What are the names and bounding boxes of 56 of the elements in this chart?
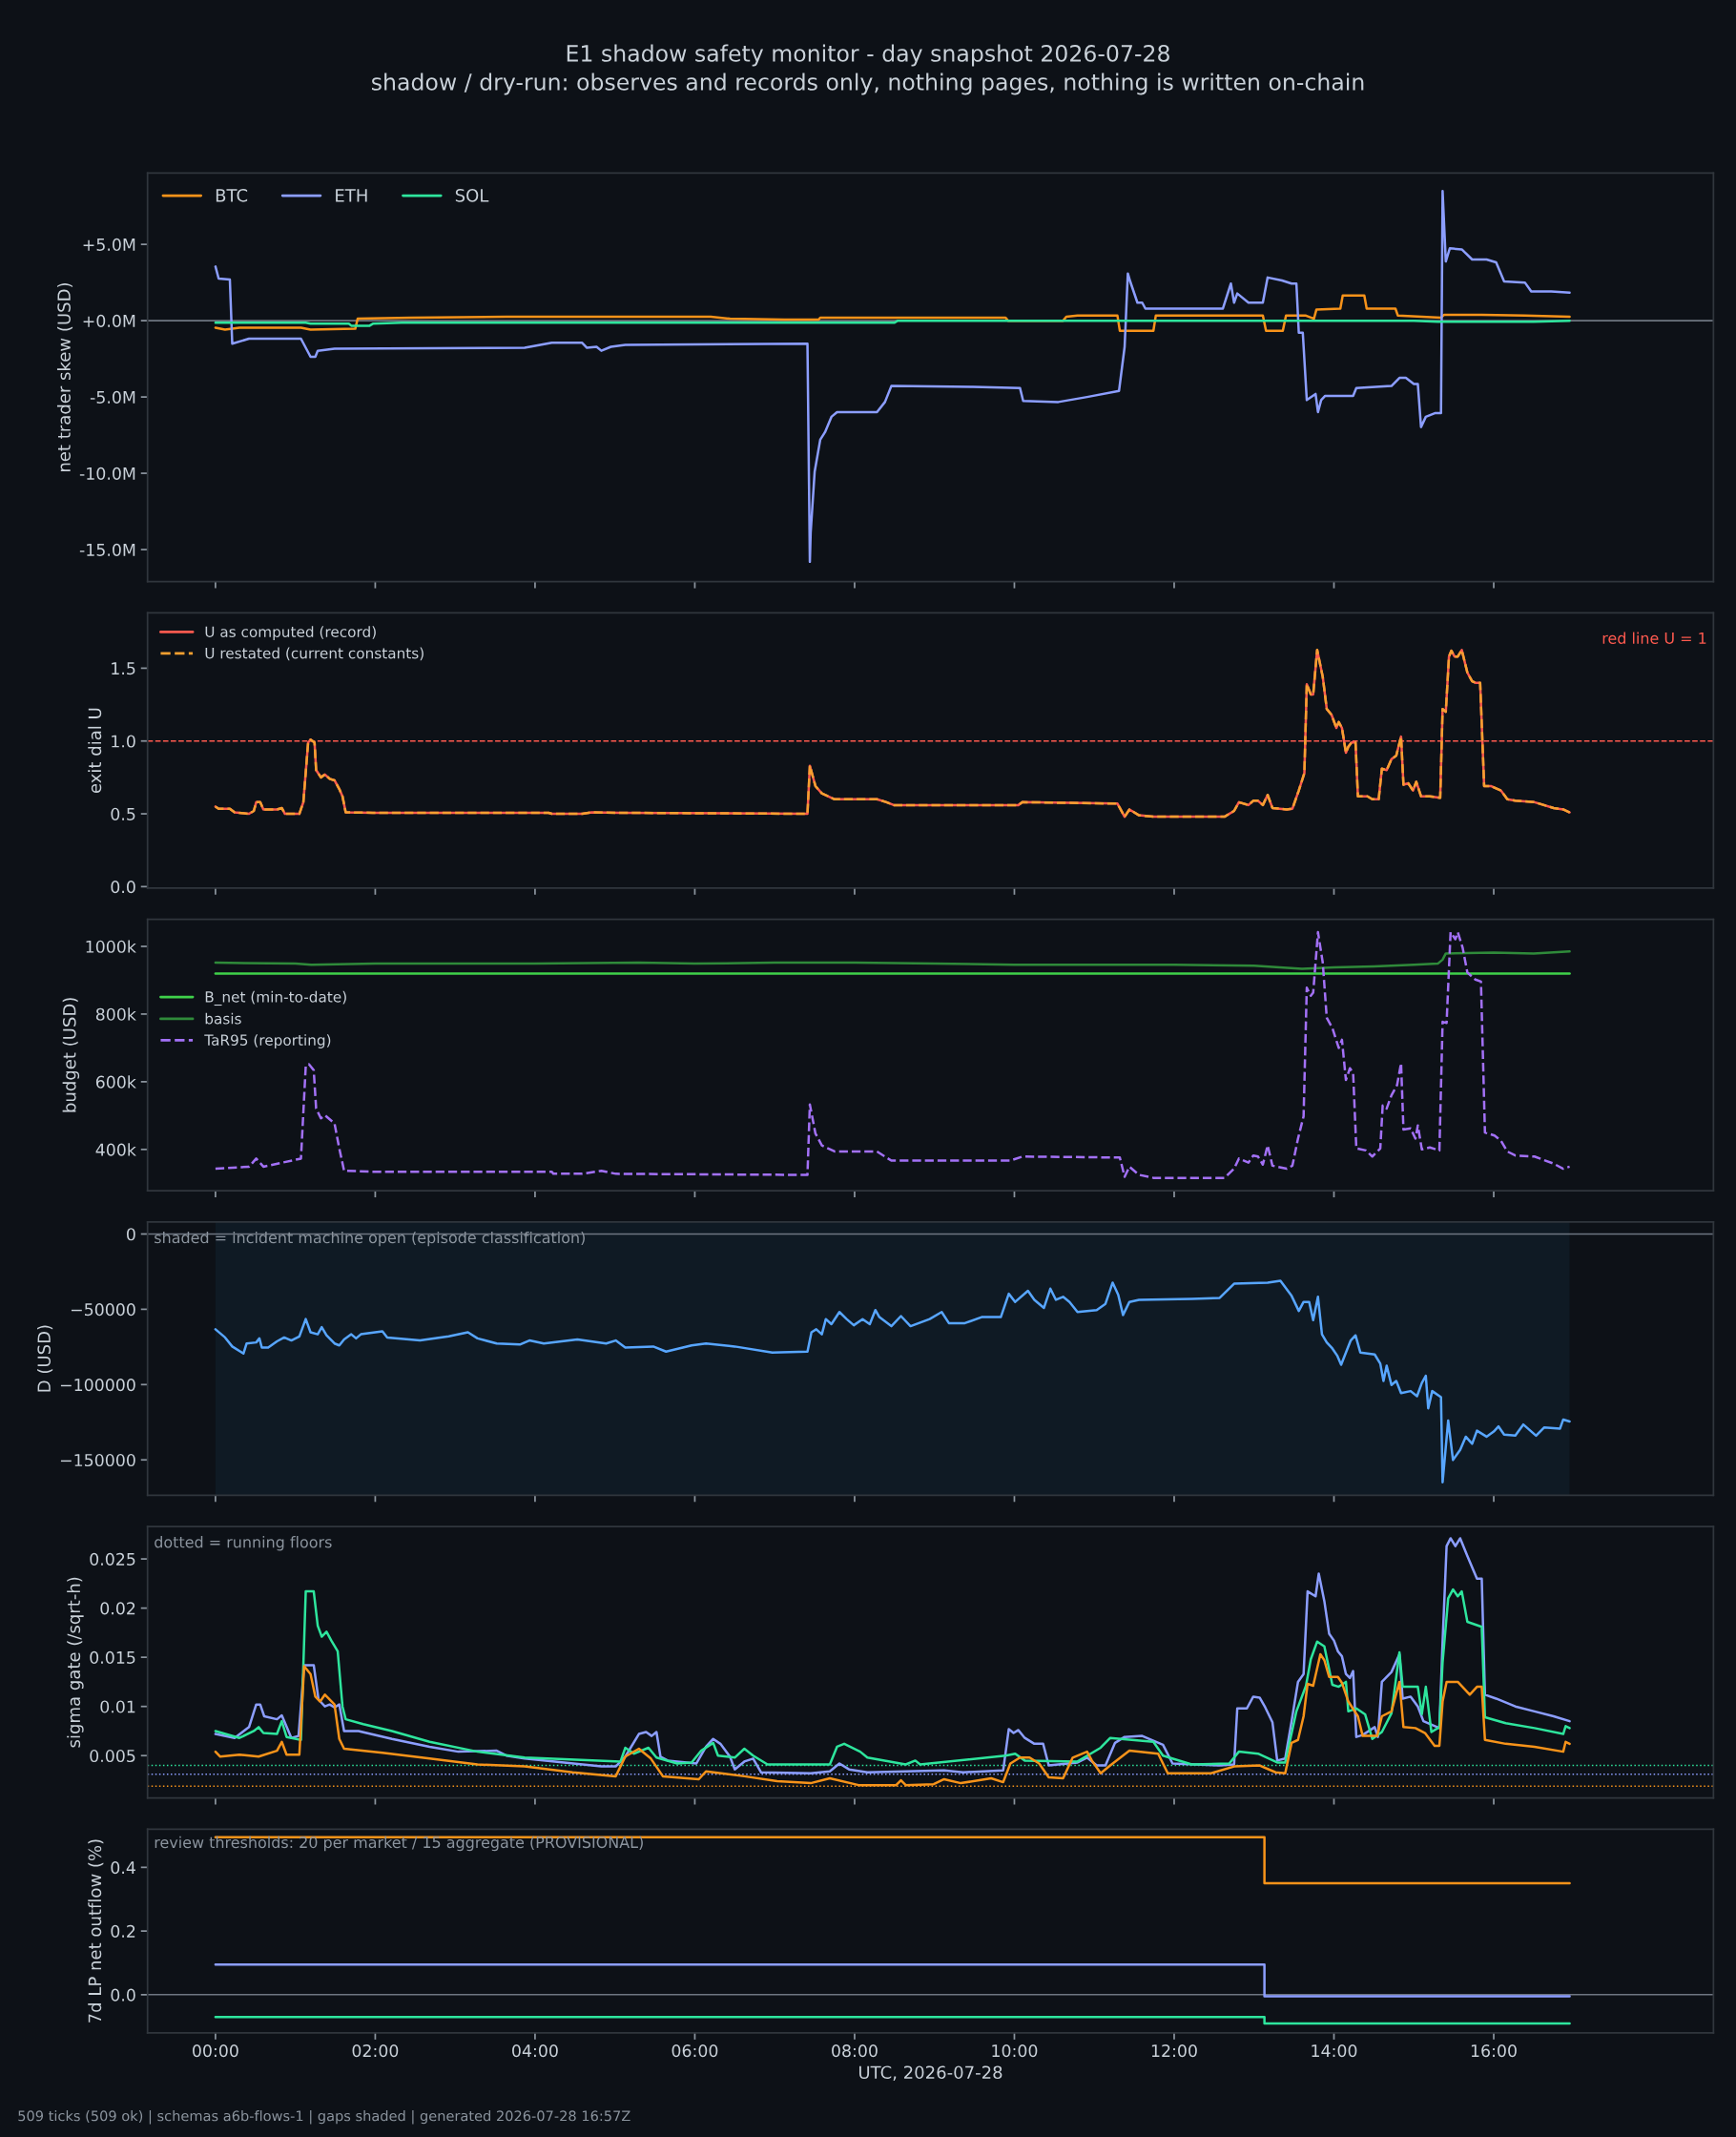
y-axis-title: D (USD) [37, 1325, 53, 1392]
y-axis-title: net trader skew (USD) [56, 283, 73, 471]
y-tick-label: 400k [95, 1143, 136, 1156]
legend-label: TaR95 (reporting) [204, 1034, 331, 1048]
text: 509 ticks (509 ok) | schemas a6b-flows-1 | gaps shaded | generated 2026-07-28 16:57Z [18, 2109, 630, 2125]
x-tick-label: 10:00 [992, 2044, 1038, 2058]
y-tick-label: 1.5 [112, 662, 135, 675]
y-tick-label: 0.005 [90, 1749, 135, 1763]
legend-label: U restated (current constants) [205, 647, 424, 661]
legend-label: ETH [336, 189, 367, 202]
y-axis-title: exit dial U [88, 708, 102, 794]
annotation: dotted = running floors [155, 1536, 332, 1551]
y-tick-label: 0.02 [100, 1602, 135, 1615]
y-axis-title: 7d LP net outflow (%) [88, 1839, 104, 2023]
y-tick-label: 0 [126, 1228, 135, 1241]
y-tick-label: -10.0M [79, 467, 135, 480]
y-tick-label: 800k [95, 1007, 136, 1021]
chart-title: E1 shadow safety monitor - day snapshot 2026-07-28 [567, 44, 1169, 67]
y-tick-label: 0.0 [111, 881, 135, 894]
y-tick-label: −50000 [71, 1303, 135, 1317]
y-tick-label: +5.0M [83, 238, 135, 251]
x-tick-label: 04:00 [512, 2044, 558, 2058]
y-tick-label: 0.4 [111, 1861, 135, 1875]
x-axis-title: UTC, 2026-07-28 [858, 2065, 1002, 2081]
x-tick-label: 14:00 [1312, 2044, 1357, 2058]
y-axis-title: sigma gate (/sqrt-h) [67, 1577, 84, 1748]
x-tick-label: 02:00 [352, 2044, 399, 2058]
x-tick-label: 06:00 [672, 2044, 718, 2058]
y-tick-label: 0.2 [111, 1924, 135, 1938]
y-tick-label: -15.0M [79, 543, 135, 556]
legend-label: U as computed (record) [205, 626, 376, 640]
x-tick-label: 12:00 [1151, 2044, 1197, 2058]
legend-label: SOL [455, 189, 489, 202]
chart-subtitle: shadow / dry-run: observes and records only, nothing pages, nothing is written on-chain [371, 73, 1364, 95]
y-tick-label: 0.0 [111, 1988, 135, 2002]
y-tick-label: −150000 [60, 1453, 135, 1467]
y-tick-label: 0.015 [90, 1650, 135, 1664]
x-tick-label: 00:00 [193, 2044, 238, 2058]
y-tick-label: 0.5 [111, 807, 135, 820]
x-tick-label: 08:00 [832, 2044, 878, 2058]
x-tick-label: 16:00 [1471, 2044, 1517, 2058]
y-tick-label: -5.0M [90, 390, 135, 404]
band-label: shaded = incident machine open (episode classification) [155, 1231, 585, 1247]
legend-label: basis [205, 1012, 241, 1025]
y-tick-label: 0.01 [100, 1700, 135, 1713]
legend-label: B_net (min-to-date) [205, 990, 346, 1006]
y-tick-label: +0.0M [83, 314, 135, 327]
annotation: review thresholds: 20 per market / 15 aggregate (PROVISIONAL) [155, 1836, 643, 1852]
y-tick-label: 600k [95, 1075, 136, 1089]
y-tick-label: −100000 [60, 1379, 135, 1392]
legend-label: BTC [216, 189, 248, 202]
y-axis-title: budget (USD) [62, 998, 80, 1112]
y-tick-label: 0.025 [90, 1552, 135, 1566]
y-tick-label: 1.0 [112, 735, 135, 748]
ref-line-label: red line U = 1 [1602, 632, 1706, 644]
y-tick-label: 1000k [86, 940, 136, 953]
